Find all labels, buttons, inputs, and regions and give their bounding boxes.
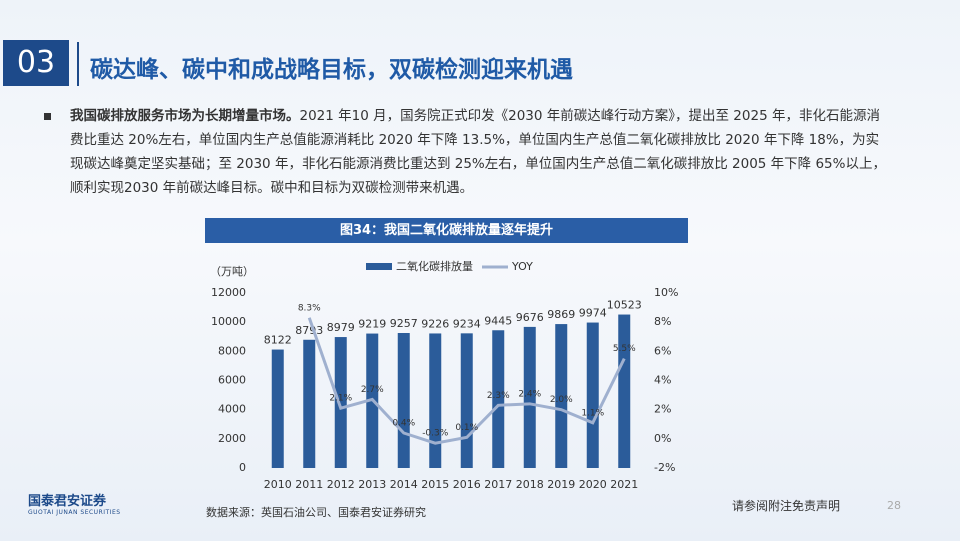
slide-title: 碳达峰、碳中和成战略目标，双碳检测迎来机遇 xyxy=(90,57,573,83)
yoy-line xyxy=(307,317,626,445)
bar-value-label: 10523 xyxy=(607,299,642,312)
line-value-label: 0.1% xyxy=(455,423,478,433)
line-value-label: 0.4% xyxy=(392,419,415,429)
bar-value-label: 9869 xyxy=(547,308,575,321)
y2-tick-label: 2% xyxy=(654,403,671,416)
bar xyxy=(303,339,316,468)
bar-value-label: 9226 xyxy=(421,317,449,330)
x-tick-label: 2012 xyxy=(327,478,355,491)
y2-tick-label: 10% xyxy=(654,286,678,299)
x-tick-label: 2020 xyxy=(579,478,607,491)
line-value-label: 2.3% xyxy=(487,391,510,401)
line-value-label: 2.4% xyxy=(518,389,541,399)
x-tick-label: 2011 xyxy=(295,478,323,491)
y2-tick-label: 6% xyxy=(654,344,671,357)
line-value-label: 1.1% xyxy=(581,408,604,418)
bullet xyxy=(44,113,51,120)
line-value-label: 2.1% xyxy=(329,394,352,404)
line-value-label: 5.5% xyxy=(613,344,636,354)
bar xyxy=(586,322,599,468)
x-tick-label: 2013 xyxy=(358,478,386,491)
section-number: 03 xyxy=(3,40,69,86)
bar-value-label: 9974 xyxy=(579,307,607,320)
bar xyxy=(555,324,568,468)
y-tick-label: 10000 xyxy=(211,315,246,328)
legend-label: YOY xyxy=(511,260,533,273)
y-tick-label: 4000 xyxy=(218,403,246,416)
x-tick-label: 2016 xyxy=(453,478,481,491)
bar-value-label: 9445 xyxy=(484,314,512,327)
chart-title: 图34：我国二氧化碳排放量逐年提升 xyxy=(205,218,688,243)
x-tick-label: 2021 xyxy=(610,478,638,491)
y-tick-label: 0 xyxy=(239,461,246,474)
y-tick-label: 2000 xyxy=(218,432,246,445)
line-value-label: 8.3% xyxy=(298,303,321,313)
bar-value-label: 8122 xyxy=(264,334,292,347)
divider xyxy=(77,42,79,86)
bar xyxy=(271,349,284,468)
page-number: 28 xyxy=(887,499,901,512)
bar xyxy=(492,330,505,468)
disclaimer: 请参阅附注免责声明 xyxy=(732,499,841,513)
line-value-label: 2.0% xyxy=(550,395,573,405)
y2-tick-label: -2% xyxy=(654,461,675,474)
x-tick-label: 2017 xyxy=(484,478,512,491)
paragraph-body: 2021 年10 月，国务院正式印发《2030 年前碳达峰行动方案》，提出至 2… xyxy=(70,108,886,196)
y-tick-label: 8000 xyxy=(218,344,246,357)
y2-tick-label: 8% xyxy=(654,315,671,328)
y-tick-label: 12000 xyxy=(211,286,246,299)
y2-tick-label: 0% xyxy=(654,432,671,445)
paragraph: 我国碳排放服务市场为长期增量市场。2021 年10 月，国务院正式印发《2030… xyxy=(70,104,890,200)
bar-value-label: 9676 xyxy=(516,311,544,324)
bar-value-label: 9257 xyxy=(390,317,418,330)
x-tick-label: 2019 xyxy=(547,478,575,491)
bar-value-label: 9219 xyxy=(358,318,386,331)
line-value-label: -0.3% xyxy=(422,429,449,439)
bar xyxy=(618,314,631,468)
line-value-label: 2.7% xyxy=(361,385,384,395)
logo-name: 国泰君安证券 xyxy=(28,494,107,509)
x-tick-label: 2015 xyxy=(421,478,449,491)
bar-value-label: 8979 xyxy=(327,321,355,334)
bar xyxy=(523,326,536,468)
legend-swatch xyxy=(366,263,392,270)
bar xyxy=(397,333,410,468)
bar xyxy=(460,333,473,468)
legend-label: 二氧化碳排放量 xyxy=(396,259,473,273)
y2-tick-label: 4% xyxy=(654,374,671,387)
x-tick-label: 2010 xyxy=(264,478,292,491)
logo: 国泰君安证券 GUOTAI JUNAN SECURITIES xyxy=(28,490,121,516)
logo-subname: GUOTAI JUNAN SECURITIES xyxy=(28,509,121,516)
bar-value-label: 8793 xyxy=(295,324,323,337)
y-axis-unit: （万吨） xyxy=(210,265,254,278)
y-tick-label: 6000 xyxy=(218,374,246,387)
source: 数据来源：英国石油公司、国泰君安证券研究 xyxy=(206,506,426,519)
x-tick-label: 2014 xyxy=(390,478,418,491)
paragraph-lead: 我国碳排放服务市场为长期增量市场。 xyxy=(70,108,300,124)
x-tick-label: 2018 xyxy=(516,478,544,491)
bar xyxy=(334,337,347,468)
bar-value-label: 9234 xyxy=(453,317,481,330)
bar xyxy=(429,333,442,468)
